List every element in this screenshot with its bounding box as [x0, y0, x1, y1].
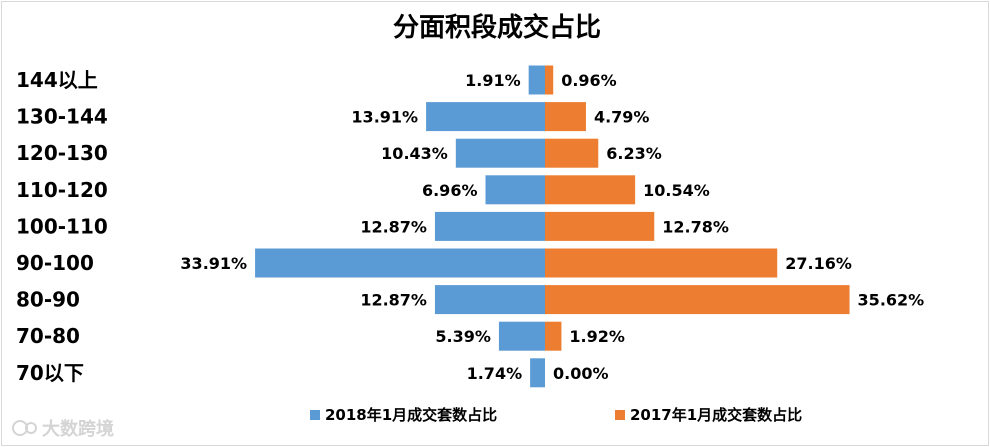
- label-2018-3: 6.96%: [422, 181, 478, 200]
- bar-2018-8: [530, 358, 545, 388]
- label-2017-6: 35.62%: [858, 291, 925, 310]
- bars-group: [255, 65, 850, 388]
- label-2017-3: 10.54%: [643, 181, 710, 200]
- bar-2018-0: [528, 65, 545, 95]
- category-label-5: 90-100: [16, 251, 94, 275]
- bar-2018-1: [426, 102, 545, 132]
- legend: 2018年1月成交套数占比 2017年1月成交套数占比: [310, 406, 802, 424]
- label-2018-6: 12.87%: [360, 291, 427, 310]
- bar-2017-5: [545, 248, 778, 278]
- bar-2018-6: [434, 285, 545, 315]
- label-2018-0: 1.91%: [465, 71, 521, 90]
- label-2018-1: 13.91%: [351, 108, 418, 127]
- label-2018-7: 5.39%: [435, 327, 491, 346]
- bar-2017-2: [545, 138, 599, 168]
- label-2018-4: 12.87%: [360, 217, 427, 236]
- label-2017-8: 0.00%: [553, 364, 609, 383]
- category-label-6: 80-90: [16, 288, 80, 312]
- label-2017-2: 6.23%: [606, 144, 662, 163]
- label-2017-7: 1.92%: [569, 327, 625, 346]
- label-2018-5: 33.91%: [180, 254, 247, 273]
- bar-2018-4: [434, 211, 545, 241]
- legend-label-2018: 2018年1月成交套数占比: [325, 406, 497, 424]
- bar-2018-7: [498, 321, 545, 351]
- category-labels: 144以上 130-144 120-130 110-120 100-110 90-100 8…: [16, 68, 108, 385]
- bar-2017-3: [545, 175, 636, 205]
- category-label-4: 100-110: [16, 214, 108, 238]
- bar-2017-6: [545, 285, 850, 315]
- legend-swatch-2018: [310, 410, 320, 420]
- watermark: 大数跨境: [12, 418, 114, 440]
- label-2017-5: 27.16%: [785, 254, 852, 273]
- category-label-2: 120-130: [16, 141, 108, 165]
- category-label-3: 110-120: [16, 178, 108, 202]
- watermark-logo-icon-2: [25, 422, 37, 434]
- label-2018-2: 10.43%: [381, 144, 448, 163]
- category-label-1: 130-144: [16, 105, 108, 129]
- legend-label-2017: 2017年1月成交套数占比: [630, 406, 802, 424]
- watermark-logo-icon: [12, 420, 28, 436]
- chart-title: 分面积段成交占比: [393, 12, 601, 43]
- data-labels: 1.91% 0.96% 13.91% 4.79% 10.43% 6.23% 6.96% 10.…: [180, 71, 924, 383]
- watermark-text: 大数跨境: [42, 418, 114, 440]
- bar-2017-4: [545, 211, 655, 241]
- label-2017-0: 0.96%: [561, 71, 617, 90]
- legend-swatch-2017: [615, 410, 625, 420]
- label-2017-4: 12.78%: [662, 217, 729, 236]
- bar-2017-0: [545, 65, 554, 95]
- bar-2017-1: [545, 102, 586, 132]
- category-label-7: 70-80: [16, 324, 80, 348]
- label-2017-1: 4.79%: [594, 108, 650, 127]
- label-2018-8: 1.74%: [467, 364, 523, 383]
- bar-2018-5: [255, 248, 545, 278]
- category-label-8: 70以下: [16, 361, 84, 385]
- bar-2017-7: [545, 321, 562, 351]
- bar-2018-2: [455, 138, 545, 168]
- bar-2018-3: [485, 175, 545, 205]
- category-label-0: 144以上: [16, 68, 98, 92]
